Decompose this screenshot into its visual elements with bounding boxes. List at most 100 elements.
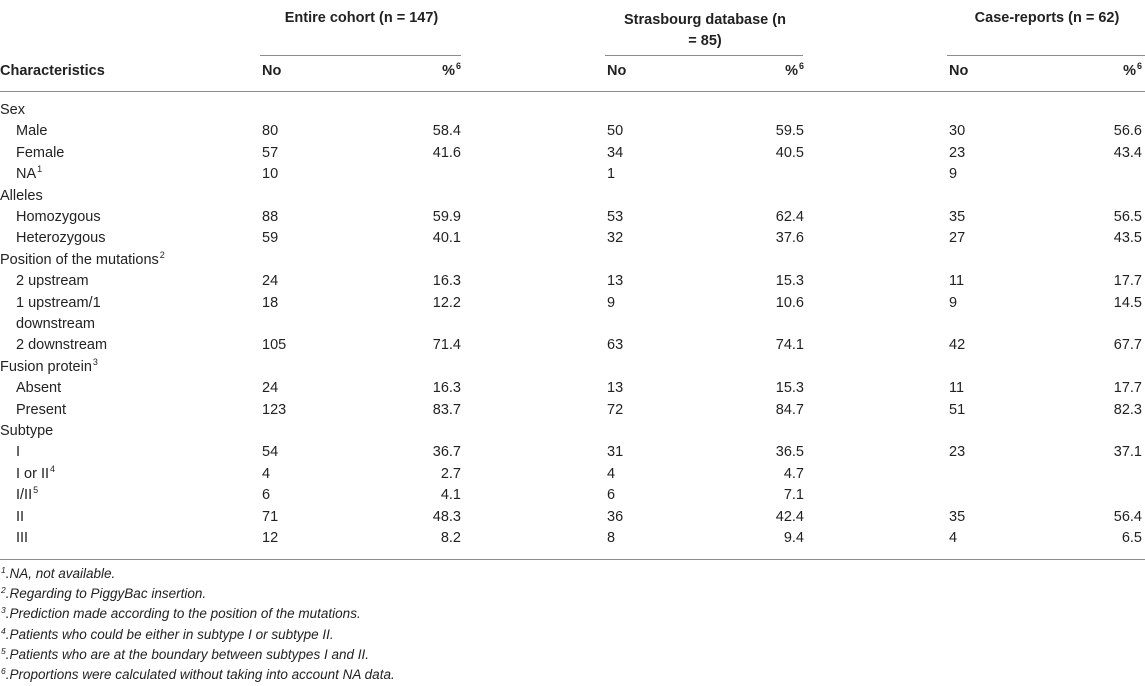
group-header-strasbourg: Strasbourg database (n = 85): [607, 10, 803, 52]
cell-case-reports-pct: 43.4: [1113, 144, 1142, 161]
table-row: 1 upstream/1 18 12.2 9 10.6 9 14.5: [0, 293, 1145, 314]
cell-strasbourg-pct: 74.1: [775, 337, 804, 354]
row-label: III: [16, 530, 29, 546]
table-row: III 12 8.2 8 9.4 4 6.5: [0, 528, 1145, 549]
cell-strasbourg-no: 36: [607, 508, 624, 525]
row-label: Present: [16, 401, 66, 418]
cell-strasbourg-no: 4: [607, 465, 616, 482]
cell-case-reports-no: 30: [949, 123, 966, 140]
table-row: Fusion protein3: [0, 357, 1145, 378]
cell-strasbourg-no: 6: [607, 487, 616, 504]
table-row: Subtype: [0, 421, 1145, 442]
footnote: 3.Prediction made according to the posit…: [1, 605, 361, 622]
cell-cohort-no: 24: [262, 380, 279, 397]
cell-strasbourg-pct: 84.7: [775, 401, 804, 418]
group-rule-strasbourg: [605, 55, 803, 56]
column-header-pct: %6: [442, 61, 461, 79]
cell-cohort-no: 54: [262, 444, 279, 461]
cell-cohort-no: 4: [262, 465, 271, 482]
cell-strasbourg-pct: 36.5: [775, 444, 804, 461]
column-header-no: No: [949, 63, 969, 79]
table-row: Position of the mutations2: [0, 250, 1145, 271]
footnote: 5.Patients who are at the boundary betwe…: [1, 645, 369, 662]
cell-strasbourg-pct: 37.6: [775, 230, 804, 247]
cell-cohort-pct: 71.4: [432, 337, 461, 354]
cell-cohort-no: 24: [262, 273, 279, 290]
cell-cohort-pct: 40.1: [432, 230, 461, 247]
cell-strasbourg-no: 13: [607, 380, 624, 397]
column-header-pct: %6: [785, 61, 804, 79]
footnote: 2.Regarding to PiggyBac insertion.: [1, 585, 207, 602]
column-header-characteristics: Characteristics: [0, 63, 105, 79]
cell-cohort-pct: 59.9: [432, 209, 461, 225]
row-label: Heterozygous: [16, 230, 106, 247]
cell-case-reports-pct: 82.3: [1113, 401, 1142, 418]
cell-cohort-pct: 58.4: [432, 123, 461, 140]
table-row: 2 upstream 24 16.3 13 15.3 11 17.7: [0, 271, 1145, 292]
row-label: I or II4: [16, 463, 56, 482]
group-header-case-reports: Case-reports (n = 62): [974, 10, 1120, 26]
cell-cohort-no: 123: [262, 401, 287, 418]
cell-strasbourg-no: 32: [607, 230, 624, 247]
cell-cohort-no: 105: [262, 337, 287, 354]
cell-cohort-no: 6: [262, 487, 271, 504]
table-row: Male 80 58.4 50 59.5 30 56.6: [0, 121, 1145, 142]
cell-strasbourg-pct: 7.1: [783, 487, 804, 504]
table-row: I 54 36.7 31 36.5 23 37.1: [0, 442, 1145, 463]
cell-strasbourg-no: 13: [607, 273, 624, 290]
row-label: Fusion protein3: [0, 356, 98, 375]
footnote: 1.NA, not available.: [1, 565, 116, 581]
cell-case-reports-pct: 56.6: [1113, 123, 1142, 140]
group-rule-case-reports: [947, 55, 1145, 56]
footnote: 6.Proportions were calculated without ta…: [1, 666, 395, 682]
table-row: Present 123 83.7 72 84.7 51 82.3: [0, 400, 1145, 421]
cell-strasbourg-no: 1: [607, 166, 616, 183]
cell-cohort-pct: 12.2: [432, 294, 461, 311]
table-row: Homozygous 88 59.9 53 62.4 35 56.5: [0, 207, 1145, 228]
cell-case-reports-no: 11: [949, 273, 965, 290]
cell-strasbourg-no: 9: [607, 294, 616, 311]
cell-cohort-no: 88: [262, 209, 279, 225]
row-label: Homozygous: [16, 209, 101, 225]
group-header-strasbourg-line1: Strasbourg database (n: [624, 12, 786, 28]
cell-strasbourg-pct: 15.3: [775, 273, 804, 290]
header-rule: [0, 91, 1145, 92]
cell-cohort-no: 71: [262, 508, 279, 525]
group-rule-entire-cohort: [260, 55, 461, 56]
row-label: 2 upstream: [16, 273, 89, 290]
row-label: NA1: [16, 164, 43, 183]
cell-cohort-no: 12: [262, 530, 279, 546]
cell-cohort-pct: 4.1: [440, 487, 461, 504]
cell-cohort-pct: 83.7: [432, 401, 461, 418]
cell-strasbourg-pct: 59.5: [775, 123, 804, 140]
row-label: II: [16, 508, 25, 525]
cell-cohort-no: 57: [262, 144, 279, 161]
row-label: Male: [16, 123, 48, 140]
cell-strasbourg-no: 50: [607, 123, 624, 140]
cell-strasbourg-no: 8: [607, 530, 616, 546]
cell-case-reports-pct: 67.7: [1113, 337, 1142, 354]
table-row: Sex: [0, 100, 1145, 121]
cell-strasbourg-pct: 42.4: [775, 508, 804, 525]
group-header-strasbourg-line2: = 85): [688, 33, 722, 49]
cell-case-reports-pct: 14.5: [1113, 294, 1142, 311]
footnote: 4.Patients who could be either in subtyp…: [1, 625, 334, 642]
cell-strasbourg-pct: 9.4: [783, 530, 804, 546]
row-label: 1 upstream/1: [16, 294, 101, 311]
table-row: Absent 24 16.3 13 15.3 11 17.7: [0, 378, 1145, 399]
cell-cohort-no: 10: [262, 166, 279, 183]
row-label: I/II5: [16, 485, 39, 504]
cell-case-reports-no: 51: [949, 401, 966, 418]
cell-cohort-no: 59: [262, 230, 279, 247]
cell-cohort-pct: 16.3: [432, 273, 461, 290]
table-row: I or II4 4 2.7 4 4.7: [0, 464, 1145, 485]
cell-case-reports-no: 42: [949, 337, 966, 354]
column-header-no: No: [607, 63, 627, 79]
cell-case-reports-pct: 17.7: [1113, 273, 1142, 290]
cell-cohort-no: 80: [262, 123, 279, 140]
cell-case-reports-no: 23: [949, 444, 966, 461]
row-label: Female: [16, 144, 65, 161]
cell-cohort-no: 18: [262, 294, 279, 311]
cell-case-reports-pct: 43.5: [1113, 230, 1142, 247]
table-row: Alleles: [0, 186, 1145, 207]
